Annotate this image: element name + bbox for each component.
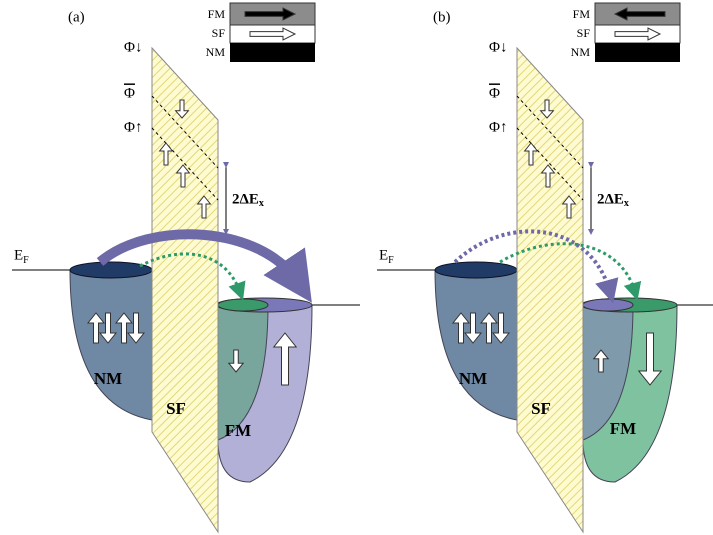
barrier-level: Φ	[124, 85, 135, 101]
fermi-sub: F	[388, 255, 394, 266]
splitting-label: 2ΔEx	[597, 191, 629, 209]
barrier	[517, 48, 583, 532]
nm-label: NM	[459, 369, 487, 388]
fermi-label: EF	[379, 247, 394, 266]
legend-nm: NM	[571, 45, 591, 59]
nm-fermi-sea	[70, 262, 152, 278]
nm-band	[70, 270, 152, 420]
nm-fermi-sea	[435, 262, 517, 278]
barrier-level: Φ↑	[124, 119, 142, 135]
barrier-level: Φ↓	[489, 39, 507, 55]
fm-label: FM	[610, 419, 636, 438]
panel: (a) FM SF NM EF NM FM SF Φ↓ Φ Φ↑ 2ΔEx	[12, 3, 360, 532]
barrier-level: Φ↓	[124, 39, 142, 55]
fm-label: FM	[225, 421, 251, 440]
layer-nm	[230, 43, 315, 62]
fm-sea-minor	[583, 299, 633, 311]
fm-sea-minor	[218, 299, 268, 311]
legend-sf: SF	[212, 26, 226, 40]
fermi-label: EF	[14, 247, 29, 266]
legend-fm: FM	[573, 7, 591, 21]
splitting-sub: x	[624, 198, 629, 209]
diagram: (a) FM SF NM EF NM FM SF Φ↓ Φ Φ↑ 2ΔEx (b) FM SF NM EF NM F…	[0, 0, 713, 535]
legend-fm: FM	[208, 7, 226, 21]
layer-nm	[595, 43, 680, 62]
legend-nm: NM	[206, 45, 226, 59]
barrier	[152, 48, 218, 532]
panel-label: (b)	[433, 9, 451, 25]
panel: (b) FM SF NM EF NM FM SF Φ↓ Φ Φ↑ 2ΔEx	[377, 3, 713, 532]
panel-label: (a)	[68, 9, 85, 25]
fermi-sub: F	[23, 255, 29, 266]
nm-label: NM	[94, 369, 122, 388]
barrier-level: Φ↑	[489, 119, 507, 135]
sf-label: SF	[531, 399, 551, 418]
barrier-level: Φ	[489, 85, 500, 101]
sf-label: SF	[166, 399, 186, 418]
splitting-label: 2ΔEx	[232, 191, 264, 209]
nm-band	[435, 270, 517, 420]
legend-sf: SF	[577, 26, 591, 40]
splitting-sub: x	[259, 198, 264, 209]
